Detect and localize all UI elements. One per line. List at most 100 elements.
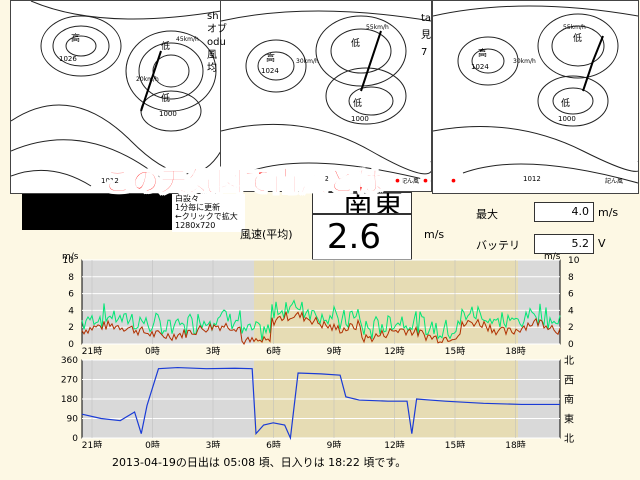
dir-ytick: 270 (61, 376, 78, 386)
map2-high: 高 (266, 52, 275, 64)
avg-speed-unit: m/s (424, 228, 445, 241)
dir-ytick: 0 (72, 434, 78, 444)
speed-xtick: 18時 (505, 346, 525, 356)
weather-map-2-drawing: 高 1024 低 55km/h 30km/h 低 1000 1012 記ん風 (221, 10, 431, 185)
speed-ytick-left: 4 (68, 306, 74, 316)
sunrise-sunset-text: 2013-04-19の日出は 05:08 頃、日入りは 18:22 頃です。 (112, 456, 407, 469)
dir-xtick: 6時 (266, 440, 281, 448)
speed-grid (82, 259, 560, 345)
weather-map-2[interactable]: 高 1024 低 55km/h 30km/h 低 1000 1012 記ん風 (220, 0, 432, 192)
avg-speed-display: 2.6 (312, 214, 412, 260)
map1-tag: 記ん風 (191, 177, 209, 185)
speed-xtick: 12時 (384, 346, 404, 356)
dir-xtick: 9時 (327, 440, 342, 448)
map1-high: 高 (71, 32, 80, 44)
map3-low: 低 (573, 32, 582, 44)
wind-direction-chart: 0 北 90 東 180 南 270 西 360 北 21時 0時 3時 6時 9時 12時 15時 18時 (61, 355, 574, 448)
speed-ytick-right: 4 (568, 306, 574, 316)
speed-night-bg-2 (518, 260, 560, 344)
dir-xtick: 15時 (445, 440, 465, 448)
map1-speed-a: 45km/h (176, 36, 199, 43)
speed-xtick: 3時 (206, 346, 221, 356)
speed-ytick-left: 6 (68, 290, 74, 300)
speed-xtick: 6時 (266, 346, 281, 356)
map3-pressure-c: 1012 (523, 175, 541, 183)
dir-ytick: 360 (61, 356, 78, 366)
map1-speed-b: 20km/h (136, 76, 159, 83)
map3-tag: 記ん風 (605, 177, 623, 185)
map3-high: 高 (478, 47, 487, 59)
weather-map-3[interactable]: 高 1024 低 55km/h 30km/h 低 1000 1012 記ん風 (432, 0, 639, 194)
avg-series (81, 310, 561, 345)
dir-xtick: 18時 (505, 440, 525, 448)
map3-speed-b: 30km/h (513, 58, 536, 65)
dir-ticks: 0 北 90 東 180 南 270 西 360 北 21時 0時 3時 6時 9時 12時 15時 18時 (61, 355, 574, 448)
info-line-4: 1280x720 (175, 221, 216, 230)
map3-pressure-a: 1024 (471, 63, 489, 71)
camera-thumbnail[interactable] (22, 194, 172, 230)
overlay-caption: この天気図で南風とは・・・ (104, 167, 468, 199)
info-line-1: 白設々 (175, 194, 199, 203)
speed-unit-left: m/s (62, 252, 79, 262)
map2-tag: 記ん風 (401, 177, 419, 185)
info-box: 白設々 1分毎に更新 ←クリックで拡大 1280x720 (172, 194, 245, 232)
max-value: 4.0 (571, 205, 590, 218)
max-unit: m/s (598, 206, 619, 219)
map2-speed-a: 55km/h (366, 24, 389, 31)
info-line-2: 1分毎に更新 (175, 203, 221, 212)
speed-ytick-right: 2 (568, 323, 574, 333)
weather-map-1[interactable]: 高 1026 低 45km/h 20km/h 低 1000 1012 記ん風 (10, 0, 222, 194)
map1-pressure-a: 1026 (59, 55, 77, 63)
max-display: 4.0 (534, 202, 594, 222)
wind-speed-chart: m/s m/s 0 0 2 2 4 4 6 6 8 8 10 10 21時 0時 3時 6時 9時 12時 15時 1… (62, 252, 580, 356)
dir-xtick: 21時 (82, 440, 102, 448)
speed-ytick-right: 8 (568, 273, 574, 283)
speed-ytick-right: 10 (568, 256, 580, 266)
avg-speed-label: 風速(平均) (240, 228, 293, 241)
map1-low-2: 低 (161, 92, 170, 104)
speed-xtick: 15時 (445, 346, 465, 356)
wind-direction-display: 南東 (312, 192, 412, 214)
map2-pressure-a: 1024 (261, 67, 279, 75)
map1-pressure-c: 1012 (101, 177, 119, 185)
hidden-window-text-2: ta 見 7 (421, 13, 432, 58)
map2-low: 低 (351, 37, 360, 49)
battery-value: 5.2 (571, 237, 590, 250)
speed-ytick-left: 0 (68, 340, 74, 350)
map1-low: 低 (161, 40, 170, 52)
speed-unit-right: m/s (544, 252, 561, 262)
speed-ytick-left: 8 (68, 273, 74, 283)
speed-ytick-right: 0 (568, 340, 574, 350)
speed-ytick-right: 6 (568, 290, 574, 300)
weather-map-3-drawing: 高 1024 低 55km/h 30km/h 低 1000 1012 記ん風 (433, 5, 638, 185)
speed-ticks: 0 0 2 2 4 4 6 6 8 8 10 10 21時 0時 3時 6時 9時 12時 15時 18時 (63, 256, 580, 356)
dir-compass-label: 西 (564, 376, 574, 387)
battery-unit: V (598, 237, 606, 250)
map2-low-2: 低 (353, 97, 362, 109)
dir-xtick: 12時 (384, 440, 404, 448)
max-label: 最大 (476, 208, 498, 221)
speed-xtick: 21時 (82, 346, 102, 356)
speed-ytick-left: 10 (63, 256, 75, 266)
map3-pressure-b: 1000 (558, 115, 576, 123)
battery-label: バッテリ (476, 239, 520, 252)
dir-xtick: 0時 (145, 440, 160, 448)
dir-ytick: 180 (61, 395, 78, 405)
map2-pressure-b: 1000 (351, 115, 369, 123)
dir-compass-label: 南 (564, 393, 574, 406)
dir-grid (82, 359, 560, 439)
dir-compass-label: 北 (564, 433, 574, 445)
dir-compass-label: 北 (564, 355, 574, 367)
speed-night-bg-1 (82, 260, 254, 344)
wind-direction-value: 南東 (343, 192, 403, 214)
avg-speed-value: 2.6 (326, 217, 381, 257)
speed-xtick: 0時 (145, 346, 160, 356)
weather-map-1-drawing: 高 1026 低 45km/h 20km/h 低 1000 1012 記ん風 (11, 1, 221, 193)
hidden-window-text-1: sh オブ odu 風 均 (207, 11, 227, 74)
map2-speed-b: 30km/h (296, 58, 319, 65)
map1-pressure-b: 1000 (159, 110, 177, 118)
dir-compass-label: 東 (564, 413, 574, 426)
info-line-3[interactable]: ←クリックで拡大 (175, 212, 238, 221)
dir-ytick: 90 (67, 415, 79, 425)
direction-series (81, 366, 560, 441)
